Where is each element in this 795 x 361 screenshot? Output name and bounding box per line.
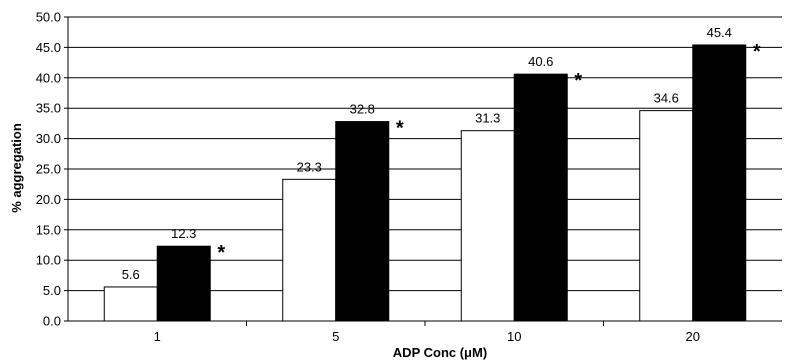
bars (103, 44, 747, 322)
data-label: 40.6 (528, 54, 553, 69)
data-label: 5.6 (122, 267, 140, 282)
y-tick-label: 0.0 (43, 314, 61, 329)
bar (692, 44, 747, 322)
data-label: 34.6 (654, 91, 679, 106)
significance-marker: * (574, 70, 582, 92)
y-tick-label: 10.0 (36, 253, 61, 268)
data-label: 45.4 (707, 25, 732, 40)
x-axis-title: ADP Conc (μM) (393, 345, 487, 360)
x-tick-labels: 1 5 10 20 (154, 329, 700, 344)
y-tick-label: 35.0 (36, 101, 61, 116)
y-tick-label: 15.0 (36, 222, 61, 237)
data-label: 23.3 (297, 159, 322, 174)
bar (460, 130, 515, 322)
significance-marker: * (396, 118, 404, 140)
data-label: 32.8 (350, 102, 375, 117)
x-tick-label: 1 (154, 329, 161, 344)
axes (64, 16, 782, 326)
data-label: 12.3 (171, 226, 196, 241)
y-tick-labels: 0.0 5.0 10.0 15.0 20.0 25.0 30.0 35.0 40.0 45.0 50… (36, 10, 61, 329)
bar (156, 245, 211, 322)
bar (639, 110, 694, 322)
bar (282, 178, 337, 322)
x-tick-label: 10 (507, 329, 521, 344)
y-axis-title: % aggregation (9, 123, 24, 213)
y-tick-label: 5.0 (43, 283, 61, 298)
y-tick-label: 25.0 (36, 162, 61, 177)
y-tick-label: 30.0 (36, 131, 61, 146)
y-tick-label: 20.0 (36, 192, 61, 207)
y-tick-label: 50.0 (36, 10, 61, 25)
bar (335, 121, 390, 322)
x-tick-label: 20 (686, 329, 700, 344)
significance-marker: * (753, 41, 761, 63)
bar (513, 73, 568, 322)
y-tick-label: 40.0 (36, 70, 61, 85)
significance-marker: * (217, 242, 225, 264)
x-tick-label: 5 (332, 329, 339, 344)
data-labels: 5.6 12.3 23.3 32.8 31.3 40.6 34.6 45.4 (122, 25, 732, 282)
y-tick-label: 45.0 (36, 40, 61, 55)
data-label: 31.3 (475, 111, 500, 126)
bar (103, 286, 158, 322)
significance-markers: * * * * (217, 41, 761, 264)
